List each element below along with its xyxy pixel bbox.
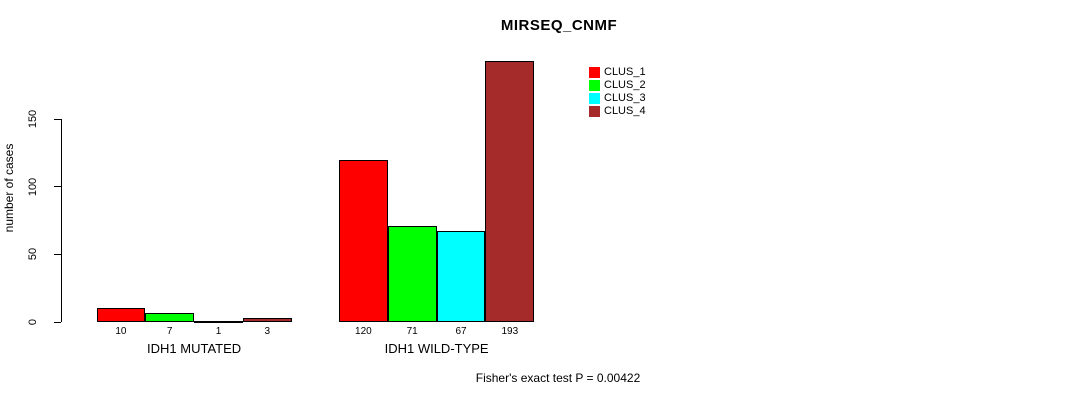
legend-item: CLUS_3 bbox=[589, 92, 679, 105]
y-tick-mark bbox=[54, 321, 61, 323]
chart-title: MIRSEQ_CNMF bbox=[500, 17, 618, 34]
bar-value-label: 1 bbox=[215, 326, 222, 337]
bar-clus_3 bbox=[194, 320, 243, 323]
legend-item: CLUS_2 bbox=[589, 79, 679, 92]
legend-item: CLUS_1 bbox=[589, 66, 679, 79]
bar-value-label: 3 bbox=[264, 326, 271, 337]
legend-swatch-icon bbox=[589, 93, 600, 104]
bar-clus_4 bbox=[485, 60, 535, 322]
y-tick-mark bbox=[54, 186, 61, 188]
legend-swatch-icon bbox=[589, 106, 600, 117]
x-group-label: IDH1 WILD-TYPE bbox=[384, 341, 489, 356]
bar-value-label: 7 bbox=[166, 326, 173, 337]
y-axis-label: number of cases bbox=[2, 143, 16, 233]
bar-value-label: 67 bbox=[455, 326, 467, 337]
bar-clus_2 bbox=[145, 312, 195, 322]
bar-clus_1 bbox=[96, 308, 146, 322]
bar-value-label: 120 bbox=[355, 326, 372, 337]
y-tick-mark bbox=[54, 118, 61, 120]
legend-label: CLUS_1 bbox=[604, 66, 646, 78]
legend: CLUS_1 CLUS_2 CLUS_3 CLUS_4 bbox=[589, 66, 679, 120]
legend-item: CLUS_4 bbox=[589, 105, 679, 118]
y-tick-label: 100 bbox=[27, 177, 39, 196]
legend-label: CLUS_4 bbox=[604, 105, 646, 117]
bar-clus_3 bbox=[436, 231, 486, 322]
bar-value-label: 10 bbox=[115, 326, 127, 337]
y-axis bbox=[61, 119, 62, 322]
bar-clus_2 bbox=[387, 225, 437, 322]
stat-test-caption: Fisher's exact test P = 0.00422 bbox=[475, 371, 641, 385]
y-tick-label: 0 bbox=[27, 318, 39, 326]
bar-value-label: 193 bbox=[501, 326, 519, 337]
x-group-label: IDH1 MUTATED bbox=[147, 341, 242, 356]
bar-clus_4 bbox=[242, 317, 292, 322]
y-tick-label: 150 bbox=[27, 109, 39, 129]
y-tick-mark bbox=[54, 253, 61, 255]
bar-value-label: 71 bbox=[406, 326, 418, 337]
legend-swatch-icon bbox=[589, 80, 600, 91]
y-tick-label: 50 bbox=[27, 248, 39, 261]
legend-label: CLUS_3 bbox=[604, 92, 646, 104]
legend-swatch-icon bbox=[589, 67, 600, 78]
legend-label: CLUS_2 bbox=[604, 79, 646, 91]
bar-clus_1 bbox=[339, 159, 388, 322]
